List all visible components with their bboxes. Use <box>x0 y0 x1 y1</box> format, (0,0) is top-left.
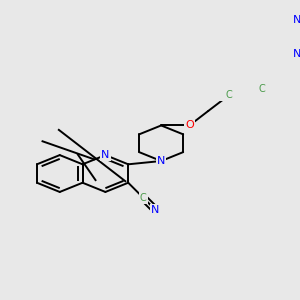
Text: N: N <box>292 15 300 25</box>
Text: C: C <box>259 84 265 94</box>
Text: O: O <box>185 121 194 130</box>
Text: N: N <box>292 50 300 59</box>
Text: N: N <box>101 150 110 160</box>
Text: C: C <box>140 193 147 203</box>
Text: C: C <box>226 90 232 100</box>
Text: N: N <box>157 156 165 166</box>
Text: N: N <box>151 205 159 215</box>
